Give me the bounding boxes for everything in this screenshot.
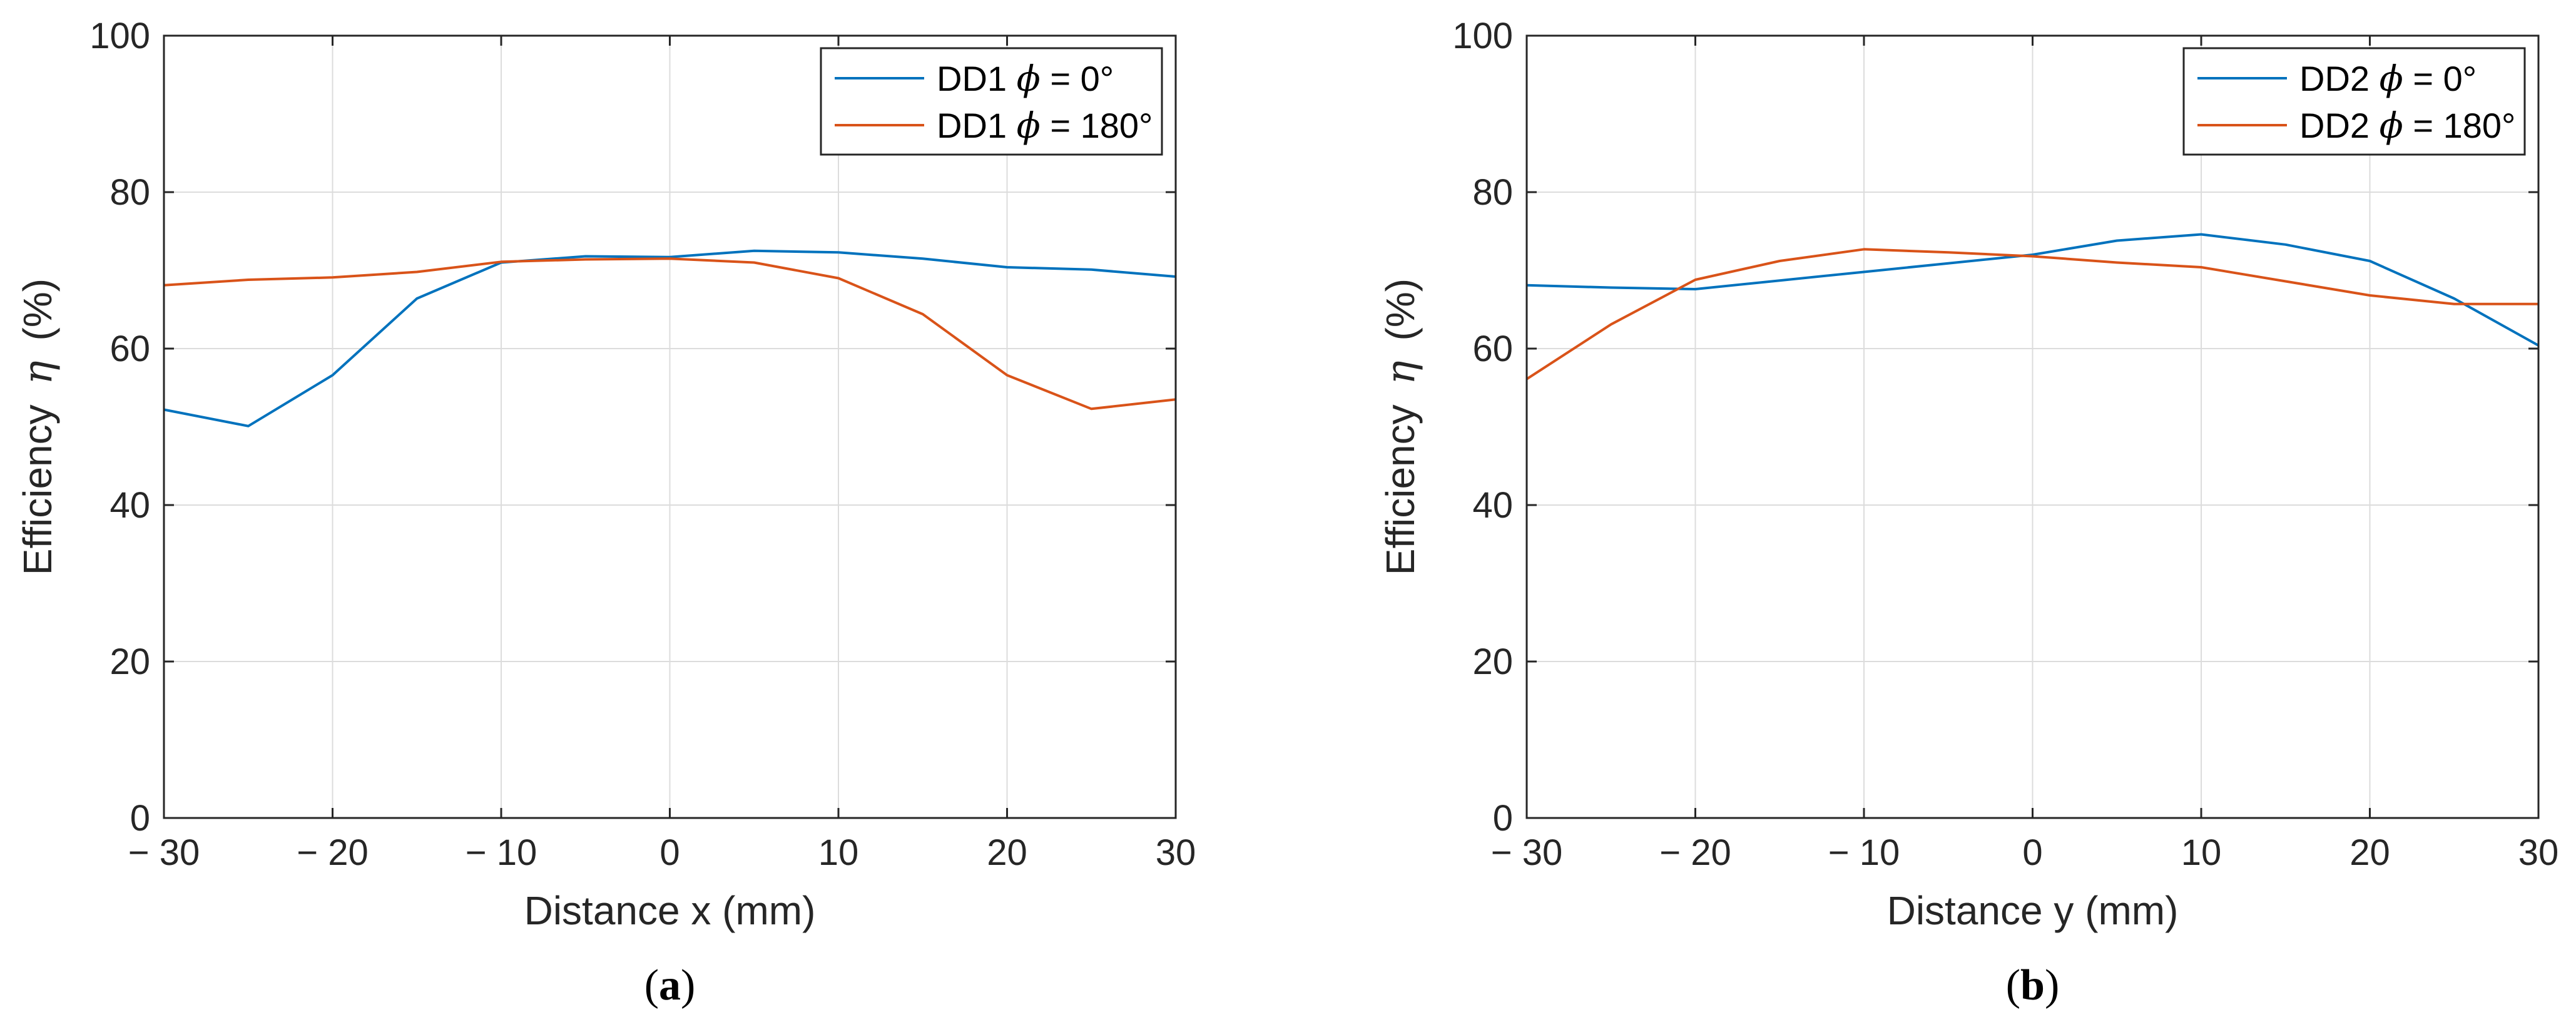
panel-a: − 30 − 20 − 10 0 10 20 30 0 20 40 60 80 100 Distanc… xyxy=(15,16,1196,1009)
panel-b: − 30 − 20 − 10 0 10 20 30 0 20 40 60 80 100 Distanc… xyxy=(1378,16,2558,1009)
y-tick-label: 20 xyxy=(1472,641,1513,682)
x-axis-label-b: Distance y (mm) xyxy=(1887,888,2179,933)
x-tick-label: − 20 xyxy=(297,832,369,873)
x-tick-label: 10 xyxy=(2181,832,2222,873)
y-tick-label: 40 xyxy=(1472,485,1513,526)
x-tick-label: − 30 xyxy=(128,832,200,873)
x-tick-label: 20 xyxy=(2349,832,2390,873)
y-tick-label: 40 xyxy=(109,485,150,526)
panel-caption-a: (a) xyxy=(644,961,696,1009)
y-axis-label-symbol-b: η xyxy=(1378,360,1424,384)
x-tick-label: − 10 xyxy=(466,832,537,873)
y-tick-label: 60 xyxy=(109,329,150,369)
y-tick-label: 80 xyxy=(109,172,150,213)
x-axis-label-a: Distance x (mm) xyxy=(524,888,816,933)
y-axis-label-suffix-b: (%) xyxy=(1378,278,1423,341)
ticks-b xyxy=(1525,34,2540,819)
y-tick-label: 0 xyxy=(130,798,150,839)
legend-entry-label: DD2 ϕ = 0° xyxy=(2299,59,2477,100)
legend-b: DD2 ϕ = 0° DD2 ϕ = 180° xyxy=(2182,47,2526,156)
y-tick-labels-b: 0 20 40 60 80 100 xyxy=(1452,16,1513,839)
x-tick-label: 10 xyxy=(818,832,859,873)
legend-a: DD1 ϕ = 0° DD1 ϕ = 180° xyxy=(820,47,1163,156)
legend-box xyxy=(820,47,1163,156)
x-tick-label: 30 xyxy=(1156,832,1196,873)
x-tick-label: − 10 xyxy=(1828,832,1900,873)
panel-caption-letter-a: a xyxy=(659,961,681,1009)
y-tick-label: 60 xyxy=(1472,329,1513,369)
x-tick-label: − 30 xyxy=(1491,832,1563,873)
x-tick-label: − 20 xyxy=(1659,832,1731,873)
legend-entry-label: DD1 ϕ = 0° xyxy=(937,59,1114,100)
y-axis-label-b: Efficiency η (%) xyxy=(1378,278,1424,575)
y-axis-label-prefix-b: Efficiency xyxy=(1378,404,1423,575)
y-axis-label-a: Efficiency η (%) xyxy=(15,278,61,575)
y-tick-label: 100 xyxy=(89,16,150,56)
y-tick-label: 100 xyxy=(1452,16,1513,56)
y-tick-label: 20 xyxy=(109,641,150,682)
series-group-a xyxy=(163,249,1176,427)
panel-caption-b: (b) xyxy=(2006,961,2060,1009)
y-tick-label: 80 xyxy=(1472,172,1513,213)
y-axis-label-symbol-a: η xyxy=(15,360,61,384)
y-axis-label-suffix-a: (%) xyxy=(15,278,60,341)
legend-box xyxy=(2182,47,2526,156)
y-tick-labels-a: 0 20 40 60 80 100 xyxy=(89,16,150,839)
x-tick-labels-a: − 30 − 20 − 10 0 10 20 30 xyxy=(128,832,1196,873)
x-tick-label: 20 xyxy=(987,832,1027,873)
panel-caption-letter-b: b xyxy=(2020,961,2045,1009)
series-line-phi-180 xyxy=(163,257,1176,411)
y-axis-label-prefix-a: Efficiency xyxy=(15,404,60,575)
legend-entry-label: DD2 ϕ = 180° xyxy=(2299,106,2515,146)
x-tick-label: 30 xyxy=(2518,832,2559,873)
x-tick-label: 0 xyxy=(659,832,680,873)
series-line-phi-180 xyxy=(1525,248,2538,381)
x-tick-labels-b: − 30 − 20 − 10 0 10 20 30 xyxy=(1491,832,2559,873)
series-line-phi-0 xyxy=(1526,233,2539,347)
ticks-a xyxy=(163,34,1177,819)
x-tick-label: 0 xyxy=(2022,832,2042,873)
series-group-b xyxy=(1525,233,2539,381)
legend-entry-label: DD1 ϕ = 180° xyxy=(937,106,1153,146)
y-tick-label: 0 xyxy=(1493,798,1513,839)
series-line-phi-0 xyxy=(163,249,1176,427)
